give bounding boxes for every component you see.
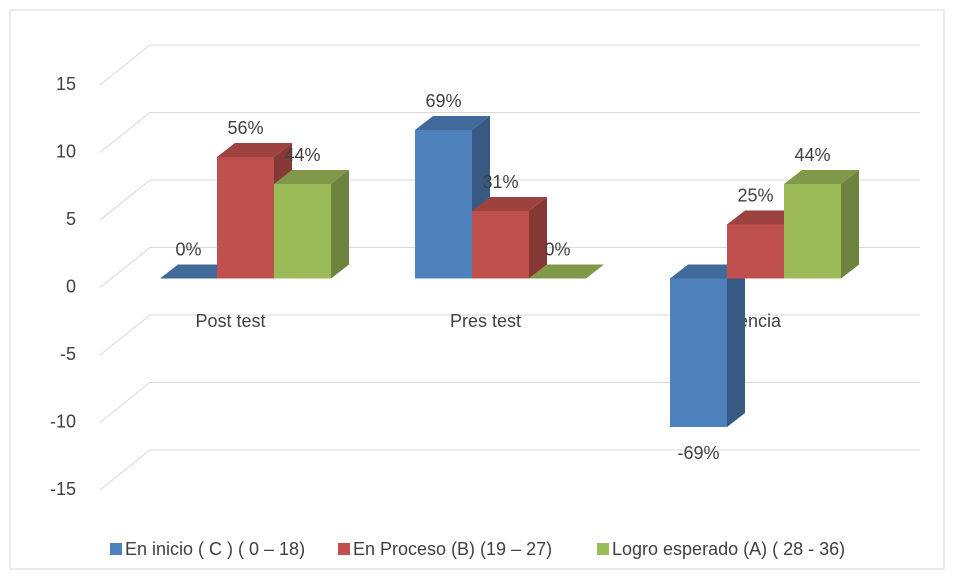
grid-line	[99, 179, 920, 221]
y-tick-label: -15	[50, 479, 76, 499]
bar-front	[217, 157, 274, 279]
y-tick-label: 5	[66, 209, 76, 229]
bar-side	[727, 264, 745, 427]
bar-top	[217, 143, 292, 157]
grid-line	[99, 44, 920, 86]
legend-label: En Proceso (B) (19 – 27)	[353, 539, 552, 559]
bar-top	[784, 170, 859, 184]
legend-swatch	[338, 543, 350, 555]
bar-side	[331, 170, 349, 279]
bar-top	[727, 210, 802, 225]
data-label: 25%	[737, 185, 773, 205]
bar-front	[727, 224, 784, 279]
legend-label: En inicio ( C ) ( 0 – 18)	[125, 539, 305, 559]
legend-label: Logro esperado (A) ( 28 - 36)	[612, 539, 845, 559]
bar-side	[529, 197, 547, 279]
bar-front	[670, 278, 727, 427]
x-tick-label: Post test	[195, 311, 265, 331]
grid-line	[99, 314, 920, 356]
y-tick-label: -10	[50, 411, 76, 431]
bar-top	[670, 264, 745, 279]
data-label: 44%	[284, 145, 320, 165]
bar-side	[841, 170, 859, 279]
bar-top	[472, 197, 547, 211]
bar	[274, 170, 349, 279]
legend-swatch	[597, 543, 609, 555]
y-tick-label: -5	[60, 344, 76, 364]
bar-top	[529, 264, 604, 279]
bar	[784, 170, 859, 279]
bar-front	[274, 184, 331, 279]
legend-swatch	[110, 543, 122, 555]
bar-top	[160, 264, 235, 279]
x-tick-label: Pres test	[450, 311, 521, 331]
data-label: 44%	[794, 145, 830, 165]
bar-top	[415, 116, 490, 130]
data-label: 0%	[544, 239, 570, 259]
data-label: 56%	[227, 118, 263, 138]
grid-line	[99, 449, 920, 491]
data-label: 0%	[175, 239, 201, 259]
chart-border	[9, 9, 945, 570]
y-tick-label: 0	[66, 276, 76, 296]
bar-front	[415, 130, 472, 279]
y-tick-label: 15	[56, 74, 76, 94]
y-tick-label: 10	[56, 141, 76, 161]
bar-top	[274, 170, 349, 184]
bar	[472, 197, 547, 279]
data-label: -69%	[677, 443, 719, 463]
data-label: 69%	[425, 91, 461, 111]
grid-line	[99, 112, 920, 153]
bar	[160, 264, 235, 279]
bar-front	[472, 211, 529, 279]
data-label: 31%	[482, 172, 518, 192]
grid-line	[99, 382, 920, 423]
grid-line	[99, 247, 920, 288]
bar-front	[784, 184, 841, 279]
bar	[529, 264, 604, 279]
bar	[670, 264, 745, 427]
